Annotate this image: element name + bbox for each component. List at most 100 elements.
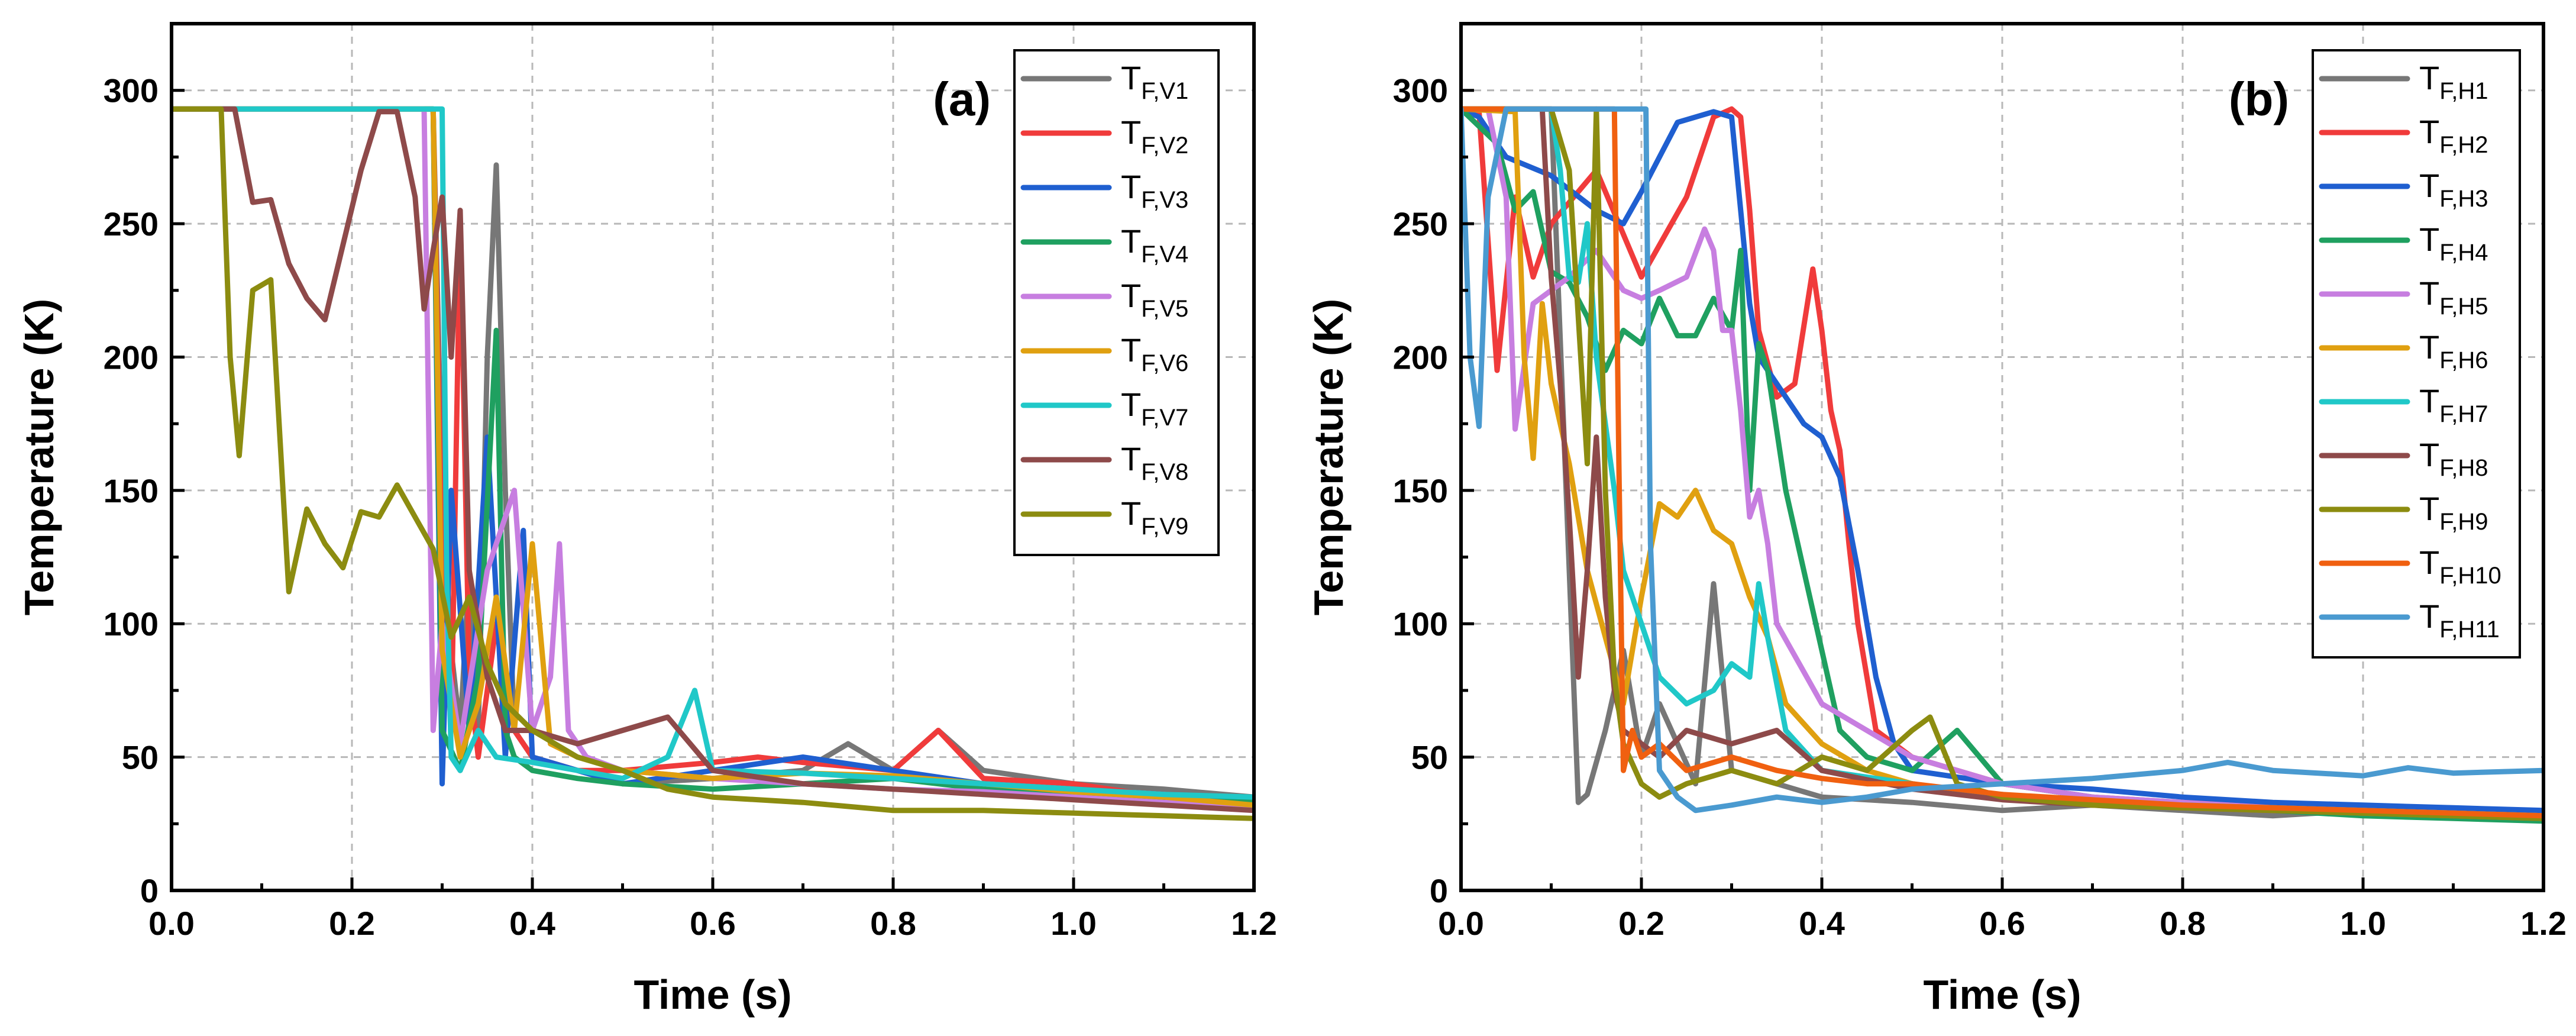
legend-label-subscript: F,H9 (2439, 509, 2488, 535)
legend-label-subscript: F,H11 (2439, 617, 2500, 643)
panel-a-group: 0.0 0.2 0.4 0.6 0.8 1.0 1.2 0 50 100 150 200 250 300 T… (16, 22, 1277, 1018)
series-line-f-v7 (172, 106, 1254, 800)
series-line-f-h11 (1461, 106, 2543, 814)
legend-label-subscript: F,H10 (2439, 563, 2501, 589)
legend-label-subscript: F,H4 (2439, 240, 2488, 266)
legend-label-f-v9: TF,V9 (1121, 495, 1188, 540)
panel-a-xtick-label: 0.0 (148, 905, 195, 942)
series-line-f-h3 (1461, 106, 2543, 814)
legend-label-subscript: F,V6 (1141, 350, 1188, 376)
legend-label-f-v2: TF,V2 (1121, 114, 1188, 159)
panel-b-group: 0.0 0.2 0.4 0.6 0.8 1.0 1.2 0 50 100 150 200 250 300 T… (1305, 22, 2567, 1018)
panel-a-series-group (172, 106, 1254, 821)
legend-label-main: T (2419, 598, 2439, 635)
legend-label-f-v8: TF,V8 (1121, 440, 1188, 485)
legend-label-f-h8: TF,H8 (2419, 436, 2488, 481)
legend-label-f-v7: TF,V7 (1121, 386, 1188, 431)
legend-label-subscript: F,H1 (2439, 78, 2488, 104)
legend-label-subscript: F,H3 (2439, 186, 2488, 212)
legend-label-subscript: F,V7 (1141, 405, 1188, 431)
legend-label-f-v1: TF,V1 (1121, 59, 1188, 104)
panel-b-xtick-label: 1.0 (2340, 905, 2386, 942)
panel-a-ytick-label: 100 (104, 605, 159, 643)
panel-b-xtick-label: 0.8 (2160, 905, 2206, 942)
panel-a-ytick-label: 50 (122, 739, 159, 776)
series-line-f-v9 (172, 106, 1254, 821)
panel-a-xtick-label: 0.6 (690, 905, 736, 942)
legend-label-subscript: F,V4 (1141, 241, 1188, 267)
panel-b-ylabel: Temperature (K) (1305, 299, 1352, 615)
series-line-f-v8 (172, 106, 1254, 814)
legend-label-main: T (2419, 490, 2439, 527)
legend-label-main: T (1121, 440, 1141, 477)
panel-a-xtick-label: 1.2 (1231, 905, 1277, 942)
legend-label-f-h9: TF,H9 (2419, 490, 2488, 535)
panel-a-ylabel: Temperature (K) (16, 299, 62, 615)
panel-a-legend: TF,V1TF,V2TF,V3TF,V4TF,V5TF,V6TF,V7TF,V8… (1013, 49, 1220, 556)
panel-a-ytick-label: 0 (140, 872, 159, 909)
legend-label-f-v6: TF,V6 (1121, 331, 1188, 376)
legend-label-f-h11: TF,H11 (2419, 598, 2500, 643)
legend-label-f-v3: TF,V3 (1121, 168, 1188, 213)
legend-label-main: T (2419, 544, 2439, 581)
legend-label-subscript: F,V5 (1141, 296, 1188, 322)
legend-label-subscript: F,H5 (2439, 293, 2488, 319)
legend-label-main: T (2419, 167, 2439, 204)
legend-label-main: T (2419, 59, 2439, 96)
legend-label-main: T (1121, 59, 1141, 96)
legend-label-main: T (1121, 277, 1141, 314)
panel-a-xtick-label: 0.4 (509, 905, 555, 942)
legend-label-main: T (2419, 275, 2439, 312)
legend-label-main: T (2419, 221, 2439, 258)
panel-b-xtick-label: 1.2 (2520, 905, 2567, 942)
legend-label-main: T (2419, 113, 2439, 150)
panel-a-xtick-label: 0.2 (329, 905, 375, 942)
panel-a-ytick-label: 150 (104, 472, 159, 509)
legend-label-f-h2: TF,H2 (2419, 113, 2488, 158)
panel-a-xtick-label: 0.8 (870, 905, 916, 942)
legend-label-subscript: F,V9 (1141, 514, 1188, 540)
legend-label-main: T (1121, 222, 1141, 260)
panel-b-label: (b) (2229, 73, 2289, 125)
legend-label-main: T (1121, 114, 1141, 151)
legend-label-f-h4: TF,H4 (2419, 221, 2488, 266)
panel-a-xlabel: Time (s) (634, 972, 791, 1018)
panel-b-ytick-label: 250 (1393, 205, 1448, 243)
legend-label-main: T (2419, 382, 2439, 419)
legend-label-main: T (1121, 168, 1141, 205)
legend-label-f-v4: TF,V4 (1121, 222, 1188, 267)
panel-a-ytick-label: 300 (104, 72, 159, 109)
panel-b-legend: TF,H1TF,H2TF,H3TF,H4TF,H5TF,H6TF,H7TF,H8… (2312, 49, 2521, 659)
legend-label-subscript: F,H2 (2439, 132, 2488, 158)
legend-label-subscript: F,V3 (1141, 187, 1188, 213)
panel-b-xtick-label: 0.6 (1979, 905, 2025, 942)
legend-label-f-v5: TF,V5 (1121, 277, 1188, 322)
panel-b-ytick-label: 200 (1393, 338, 1448, 376)
legend-label-subscript: F,V2 (1141, 133, 1188, 159)
panel-b-ytick-label: 0 (1430, 872, 1448, 909)
legend-label-subscript: F,V1 (1141, 78, 1188, 104)
legend-label-main: T (1121, 495, 1141, 532)
legend-label-subscript: F,H6 (2439, 347, 2488, 373)
panel-a-ytick-label: 200 (104, 338, 159, 376)
legend-label-subscript: F,V8 (1141, 459, 1188, 485)
panel-b-xtick-label: 0.4 (1799, 905, 1845, 942)
legend-label-main: T (1121, 386, 1141, 423)
legend-label-main: T (1121, 331, 1141, 369)
panel-b-ytick-label: 100 (1393, 605, 1448, 643)
legend-label-subscript: F,H8 (2439, 455, 2488, 481)
legend-label-f-h5: TF,H5 (2419, 275, 2488, 319)
panel-a-label: (a) (933, 73, 991, 125)
panel-b-xlabel: Time (s) (1923, 972, 2081, 1018)
panel-b-ytick-label: 150 (1393, 472, 1448, 509)
panel-a-xtick-label: 1.0 (1051, 905, 1097, 942)
legend-label-f-h6: TF,H6 (2419, 328, 2488, 373)
legend-label-f-h7: TF,H7 (2419, 382, 2488, 427)
panel-a-ytick-label: 250 (104, 205, 159, 243)
legend-label-f-h3: TF,H3 (2419, 167, 2488, 212)
panel-b-ytick-label: 50 (1411, 739, 1448, 776)
legend-label-subscript: F,H7 (2439, 401, 2488, 427)
legend-label-main: T (2419, 436, 2439, 473)
